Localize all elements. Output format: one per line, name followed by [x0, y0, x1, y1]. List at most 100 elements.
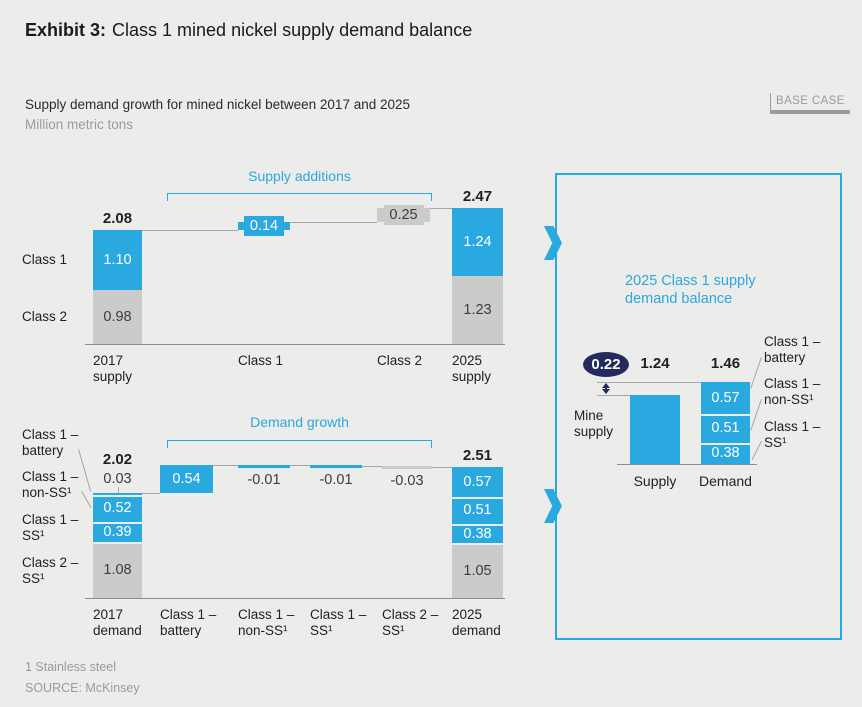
segment-value-label: 1.08 [103, 561, 132, 578]
gap-badge: 0.22 [583, 352, 629, 377]
x-axis-label: 2025 supply [452, 353, 492, 384]
gap-arrow-down-icon [602, 388, 610, 394]
delta-value-label: -0.03 [390, 472, 424, 489]
base-case-badge: BASE CASE [770, 93, 850, 114]
source-line: SOURCE: McKinsey [25, 681, 140, 695]
connector-line [213, 464, 238, 466]
x-axis-label: Class 1 – SS¹ [310, 607, 367, 638]
bar-segment [452, 497, 503, 524]
row-label: Class 1 [22, 252, 68, 267]
total-label: 1.24 [640, 354, 670, 372]
connector-line [362, 465, 382, 467]
connector-line [290, 465, 310, 467]
bar-segment [452, 467, 503, 498]
footnote: 1 Stainless steel [25, 660, 117, 674]
exhibit-title-text: Class 1 mined nickel supply demand balan… [112, 20, 473, 40]
x-axis-label: 2025 demand [452, 607, 501, 638]
x-axis-label: Class 1 – non-SS¹ [238, 607, 295, 638]
chevron-right-icon [544, 226, 562, 260]
mine-supply-label: Mine supply [574, 408, 614, 439]
bar-segment [701, 414, 750, 443]
connector-line [430, 208, 452, 210]
axis-line [617, 464, 757, 465]
bar-segment [93, 492, 142, 495]
row-label: Class 2 – SS¹ [22, 555, 79, 586]
bar-segment [452, 276, 503, 344]
balance-panel [555, 173, 842, 640]
total-label: 2.47 [462, 188, 493, 206]
x-axis-label: 2017 demand [93, 607, 142, 638]
x-axis-label: Supply [633, 473, 677, 489]
axis-line [85, 344, 505, 345]
delta-value-label: 0.25 [389, 207, 418, 224]
bracket-label: Supply additions [248, 168, 351, 184]
row-label: Class 1 – battery [22, 427, 79, 458]
segment-value-label: 0.52 [103, 500, 132, 517]
segment-value-label: 1.05 [463, 562, 492, 579]
delta-value-label: -0.01 [319, 472, 353, 489]
x-axis-label: Class 1 – battery [160, 607, 217, 638]
total-label: 1.46 [710, 355, 741, 373]
bracket [167, 440, 432, 448]
gap-arrow-up-icon [602, 383, 610, 389]
segment-name-label: Class 1 – non-SS¹ [764, 376, 821, 407]
bar-segment [630, 394, 680, 464]
chevron-right-icon [544, 489, 562, 523]
segment-value-label: 0.38 [711, 445, 740, 462]
row-label: Class 2 [22, 309, 68, 324]
gap-level-line [597, 382, 701, 384]
row-label: Class 1 – SS¹ [22, 512, 79, 543]
supply-level-line [597, 394, 630, 396]
x-axis-label: Class 2 – SS¹ [382, 607, 439, 638]
delta-value-label: 0.54 [172, 470, 201, 487]
total-label: 2.08 [102, 209, 133, 227]
segment-value-label: 0.39 [103, 523, 132, 540]
bar-segment [701, 442, 750, 464]
delta-bar [310, 465, 362, 469]
gap-arrow-line [605, 384, 607, 393]
delta-bar [238, 464, 290, 468]
segment-value-label: 1.10 [103, 251, 132, 268]
x-axis-label: Class 2 [377, 353, 423, 368]
connector-line [290, 221, 377, 223]
segment-value-label: 1.24 [463, 234, 492, 251]
x-axis-label: 2017 supply [93, 353, 133, 384]
bar-segment [93, 290, 142, 344]
total-label: 2.51 [462, 447, 493, 465]
bar-segment [93, 494, 142, 522]
delta-chip [383, 205, 424, 226]
delta-bar [160, 464, 213, 493]
delta-value-label: 0.14 [249, 217, 279, 234]
segment-value-label: 0.38 [463, 525, 492, 542]
bar-segment [452, 208, 503, 277]
segment-name-label: Class 1 – battery [764, 334, 821, 365]
connector-line [432, 467, 452, 469]
row-label: Class 1 – non-SS¹ [22, 469, 79, 500]
chart-subtitle: Supply demand growth for mined nickel be… [25, 97, 411, 112]
balance-panel-title: 2025 Class 1 supply demand balance [625, 273, 756, 307]
bar-segment [452, 523, 503, 544]
bar-segment [701, 382, 750, 415]
segment-name-label: Class 1 – SS¹ [764, 419, 821, 450]
connector-line [142, 229, 238, 231]
axis-line [85, 598, 505, 599]
segment-value-label: 0.51 [711, 420, 740, 437]
bracket-label: Demand growth [250, 414, 349, 430]
delta-bar [382, 465, 432, 469]
connector-line [142, 492, 160, 494]
segment-value-label: 0.98 [103, 309, 132, 326]
segment-value-label: 0.57 [463, 474, 492, 491]
segment-outside-label: 0.03 [103, 470, 132, 487]
segment-value-label: 0.57 [711, 390, 740, 407]
bar-segment [452, 543, 503, 598]
bar-segment [93, 521, 142, 542]
total-label: 2.02 [102, 450, 133, 468]
x-axis-label: Demand [699, 473, 752, 489]
bracket [167, 193, 432, 201]
segment-value-label: 0.51 [463, 502, 492, 519]
bar-segment [93, 541, 142, 598]
bar-segment [93, 229, 142, 291]
tick-line [117, 486, 119, 493]
delta-value-label: -0.01 [247, 471, 281, 488]
